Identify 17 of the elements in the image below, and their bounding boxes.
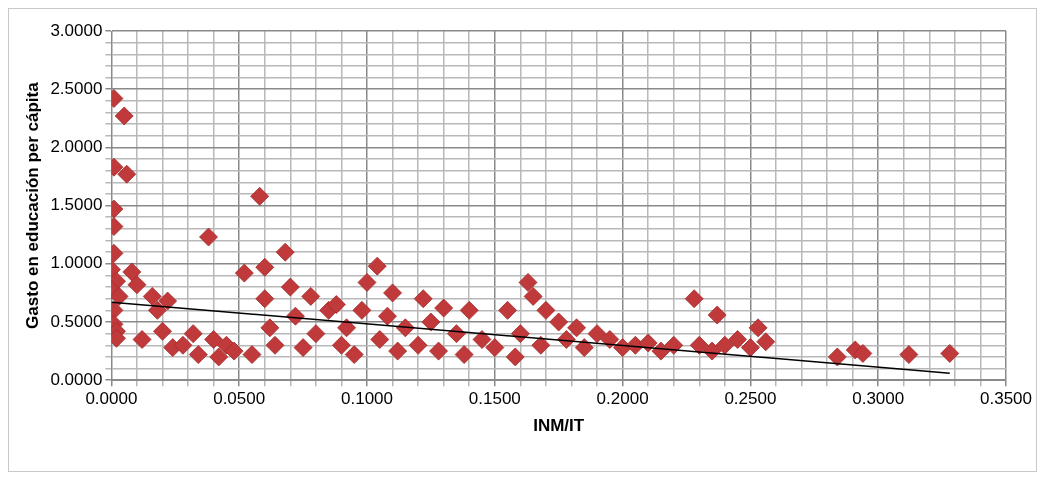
x-tick-label: 0.0000 xyxy=(85,389,138,409)
x-tick-label: 0.2500 xyxy=(724,389,777,409)
y-tick-label: 2.5000 xyxy=(50,78,103,98)
x-tick-label: 0.3000 xyxy=(852,389,905,409)
x-tick-label: 0.1500 xyxy=(468,389,521,409)
x-tick-label: 0.2000 xyxy=(596,389,649,409)
y-tick-label: 3.0000 xyxy=(50,20,103,40)
x-tick-label: 0.1000 xyxy=(341,389,393,409)
x-axis-title: INM/IT xyxy=(533,416,585,436)
y-tick-label: 1.0000 xyxy=(50,253,103,273)
y-tick-label: 1.5000 xyxy=(50,195,103,215)
y-tick-label: 0.0000 xyxy=(50,369,103,389)
y-tick-label: 0.5000 xyxy=(50,311,103,331)
x-tick-label: 0.0500 xyxy=(213,389,266,409)
y-tick-label: 2.0000 xyxy=(50,137,103,157)
y-axis-title: Gasto en educación per cápita xyxy=(22,81,42,329)
x-tick-label: 0.3500 xyxy=(980,389,1032,409)
